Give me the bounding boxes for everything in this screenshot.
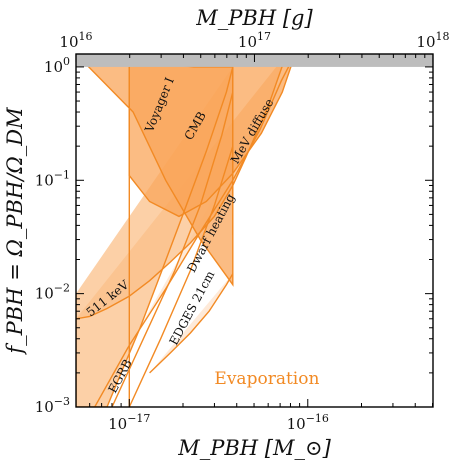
- y-tick-label: 10−3: [35, 395, 70, 416]
- evaporation-label: Evaporation: [214, 369, 319, 389]
- x-tick-label: 10−16: [287, 412, 329, 433]
- y-tick-label: 10−1: [35, 168, 70, 189]
- y-tick-label: 100: [44, 55, 70, 76]
- y-axis-title: f_PBH = Ω_PBH/Ω_DM: [3, 107, 27, 356]
- y-tick-label: 10−2: [35, 282, 70, 303]
- x-axis-title: M_PBH [M_⊙]: [177, 436, 331, 460]
- x2-tick-label: 1016: [59, 30, 92, 51]
- x2-tick-label: 1018: [416, 30, 449, 51]
- x2-axis-title: M_PBH [g]: [195, 6, 313, 30]
- x2-tick-label: 1017: [238, 30, 271, 51]
- constraint-line: [94, 54, 296, 407]
- constraint-line-extra: [111, 91, 234, 407]
- constraint-line: [76, 66, 234, 407]
- x-tick-label: 10−17: [108, 412, 150, 433]
- ticks: [75, 54, 434, 408]
- constraint-line: [128, 54, 296, 218]
- constraint-region-fill: [149, 273, 233, 373]
- constraint-line: [149, 273, 234, 374]
- constraint-line: [76, 54, 288, 320]
- constraint-line-extra: [128, 145, 234, 407]
